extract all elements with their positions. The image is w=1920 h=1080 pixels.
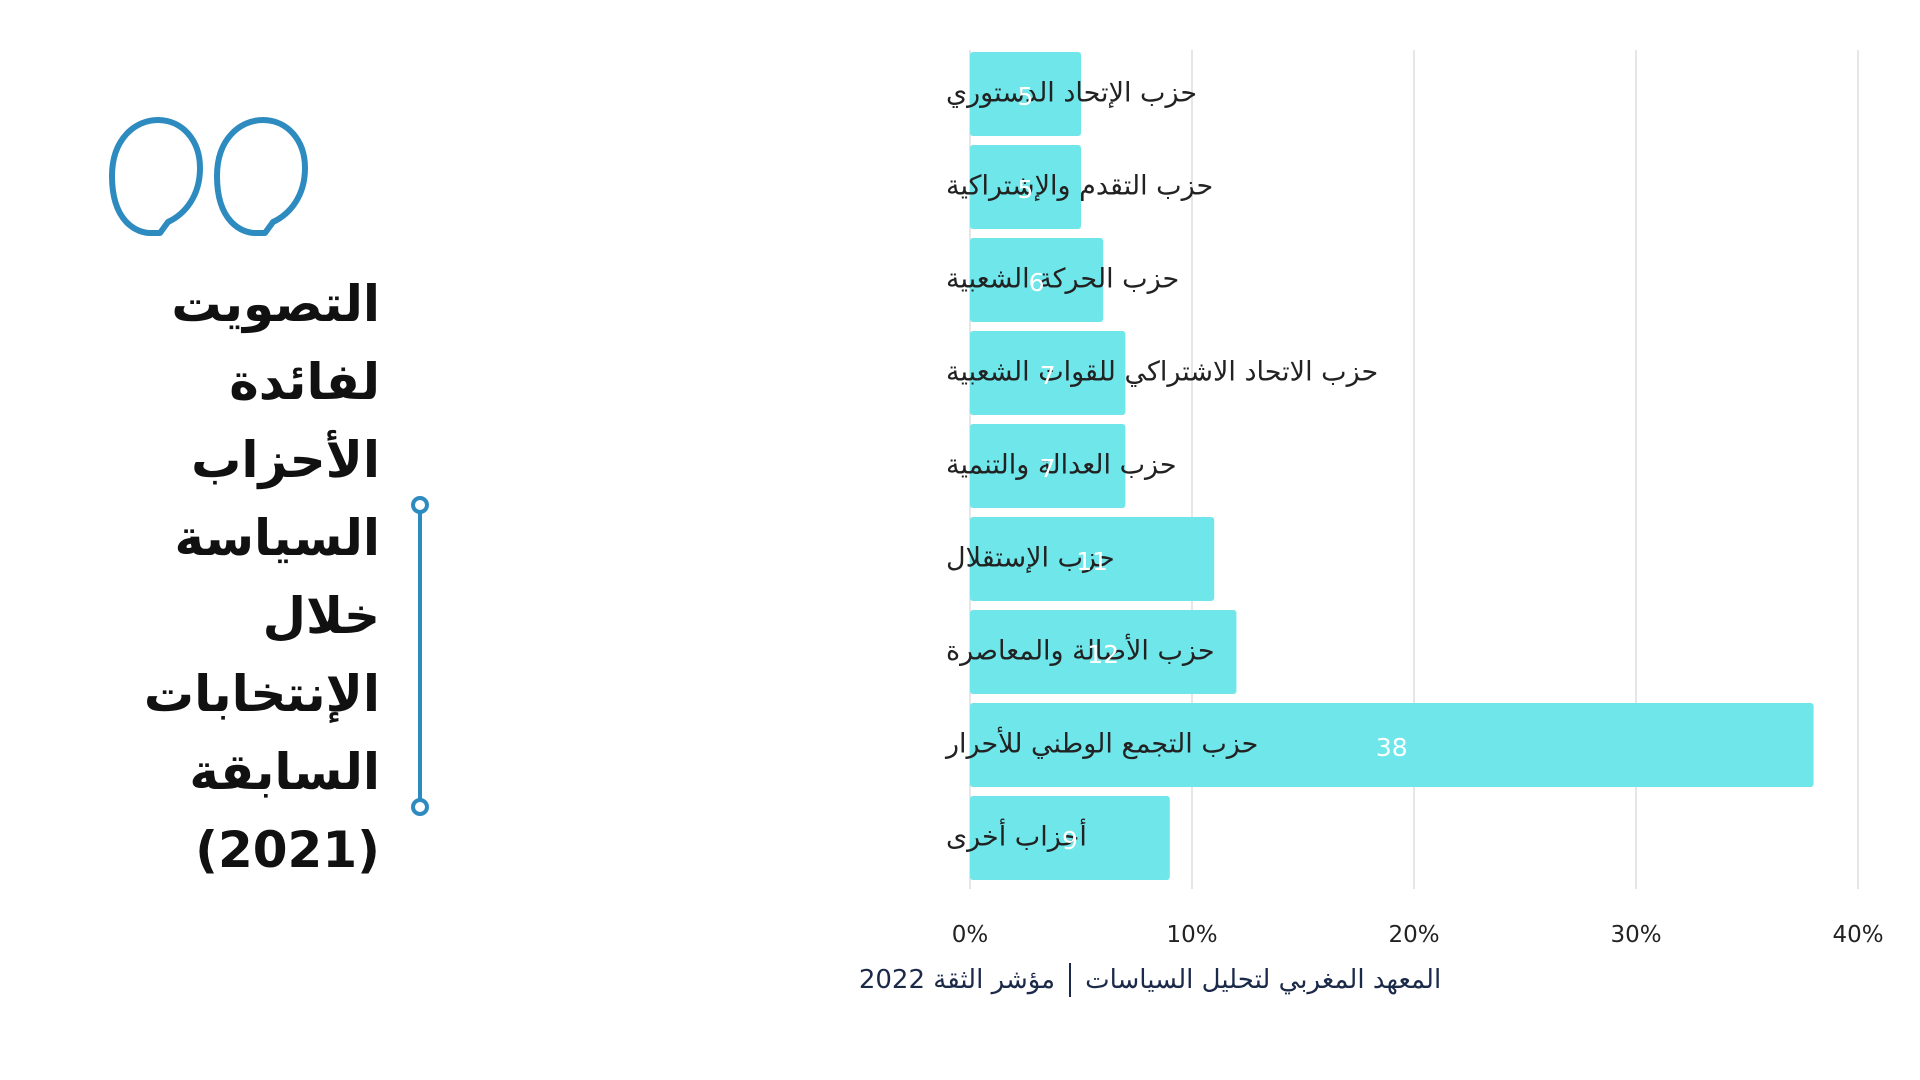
value-label: 5 bbox=[1018, 82, 1034, 111]
category-label: حزب الأصالة والمعاصرة bbox=[946, 633, 1215, 667]
x-tick-label: 0% bbox=[952, 922, 989, 948]
value-label: 11 bbox=[1076, 547, 1108, 576]
bars bbox=[970, 52, 1814, 880]
category-label: حزب الحركة الشعبية bbox=[946, 264, 1179, 295]
bar bbox=[970, 238, 1104, 322]
category-label: حزب الاتحاد الاشتراكي للقوات الشعبية bbox=[946, 357, 1378, 388]
title-line: الأحزاب bbox=[191, 431, 380, 489]
chart-title: التصويت لفائدة الأحزاب السياسة خلال الإن… bbox=[60, 265, 380, 889]
x-tick-label: 10% bbox=[1166, 922, 1217, 948]
footer-institution: المعهد المغربي لتحليل السياسات bbox=[1085, 965, 1442, 995]
value-label: 7 bbox=[1040, 454, 1056, 483]
bar bbox=[970, 52, 1081, 136]
category-labels: حزب الإتحاد الدستوري حزب التقدم والإشتراك… bbox=[944, 78, 1378, 853]
category-label: حزب الإتحاد الدستوري bbox=[946, 78, 1197, 109]
source-footer: المعهد المغربي لتحليل السياسات مؤشر الثق… bbox=[700, 955, 1600, 1005]
value-label: 6 bbox=[1029, 268, 1045, 297]
x-tick-label: 20% bbox=[1388, 922, 1439, 948]
footer-report: مؤشر الثقة 2022 bbox=[858, 965, 1056, 995]
quote-icon bbox=[109, 117, 308, 236]
category-label: حزب التجمع الوطني للأحرار bbox=[944, 726, 1258, 760]
bar bbox=[970, 331, 1126, 415]
category-label: حزب العدالة والتنمية bbox=[946, 450, 1177, 481]
title-line: خلال bbox=[262, 587, 380, 645]
value-label: 7 bbox=[1040, 361, 1056, 390]
footer-separator bbox=[1069, 963, 1072, 997]
bar bbox=[970, 517, 1215, 601]
category-label: حزب الإستقلال bbox=[946, 543, 1115, 574]
value-label: 38 bbox=[1376, 733, 1408, 762]
x-tick-labels: 0% 10% 20% 30% 40% bbox=[952, 922, 1884, 948]
bar bbox=[970, 145, 1081, 229]
title-line: التصويت bbox=[171, 275, 380, 333]
title-line: السياسة bbox=[174, 509, 380, 567]
value-label: 5 bbox=[1018, 175, 1034, 204]
title-line: (2021) bbox=[195, 821, 380, 879]
bar bbox=[970, 610, 1237, 694]
title-line: لفائدة bbox=[229, 353, 380, 411]
category-label: أحزاب أخرى bbox=[946, 818, 1087, 853]
title-line: السابقة bbox=[189, 743, 380, 801]
value-labels: 5 5 6 7 7 11 12 38 9 bbox=[1018, 82, 1408, 855]
category-label: حزب التقدم والإشتراكية bbox=[946, 171, 1213, 202]
bar bbox=[970, 796, 1170, 880]
decorations bbox=[109, 117, 429, 816]
bar bbox=[970, 703, 1814, 787]
x-tick-label: 30% bbox=[1610, 922, 1661, 948]
bar bbox=[970, 424, 1126, 508]
title-line: الإنتخابات bbox=[143, 665, 380, 723]
value-label: 12 bbox=[1087, 640, 1119, 669]
value-label: 9 bbox=[1062, 826, 1078, 855]
x-tick-label: 40% bbox=[1832, 922, 1883, 948]
vertical-divider bbox=[411, 496, 429, 816]
